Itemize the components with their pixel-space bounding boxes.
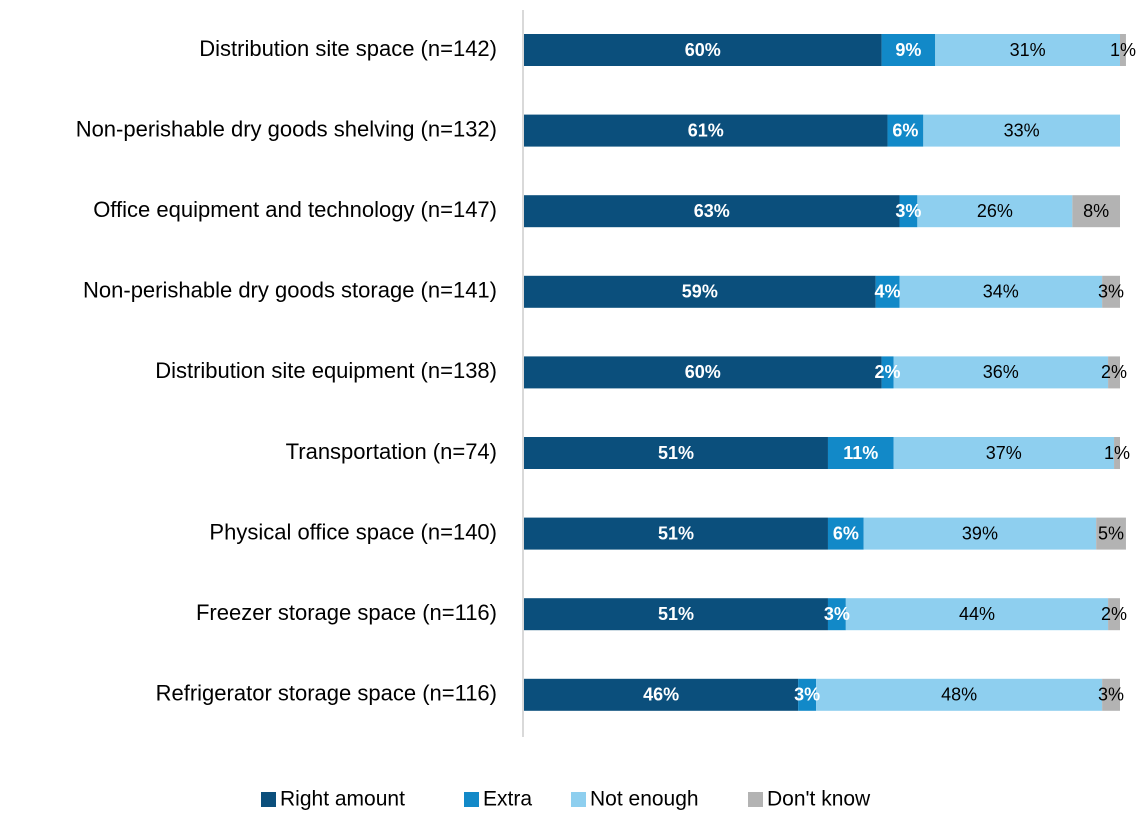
data-label-don-t-know: 3% bbox=[1098, 282, 1124, 302]
legend-label-extra: Extra bbox=[483, 788, 532, 811]
bar-right-amount bbox=[524, 114, 888, 147]
bar-right-amount bbox=[524, 34, 882, 66]
segment-labels: 60% 9% 31% 1% 61% 6% 33% 63% 3% 26% 8% 59% 4% 34% 3% 60… bbox=[643, 40, 1136, 705]
bar-not-enough bbox=[893, 437, 1115, 469]
data-label-right-amount: 51% bbox=[658, 523, 694, 543]
category-label: Distribution site equipment (n=138) bbox=[155, 358, 497, 383]
bar-right-amount bbox=[524, 437, 828, 469]
data-label-right-amount: 51% bbox=[658, 604, 694, 624]
legend-swatch-don-t-know bbox=[748, 792, 763, 807]
category-label: Office equipment and technology (n=147) bbox=[93, 197, 497, 222]
data-label-not-enough: 26% bbox=[977, 201, 1013, 221]
category-label: Distribution site space (n=142) bbox=[199, 36, 497, 61]
data-label-not-enough: 44% bbox=[959, 604, 995, 624]
data-label-right-amount: 61% bbox=[688, 120, 724, 140]
category-label: Refrigerator storage space (n=116) bbox=[156, 681, 497, 706]
data-label-right-amount: 46% bbox=[643, 685, 679, 705]
category-label: Transportation (n=74) bbox=[286, 439, 497, 464]
data-label-right-amount: 60% bbox=[685, 362, 721, 382]
data-label-extra: 3% bbox=[824, 604, 850, 624]
data-label-don-t-know: 8% bbox=[1083, 201, 1109, 221]
bar-don-t-know bbox=[1096, 517, 1126, 550]
category-label: Physical office space (n=140) bbox=[209, 519, 497, 544]
bar-extra bbox=[798, 678, 817, 711]
data-label-extra: 6% bbox=[892, 120, 918, 140]
data-label-not-enough: 34% bbox=[983, 282, 1019, 302]
data-label-right-amount: 63% bbox=[694, 201, 730, 221]
bar-don-t-know bbox=[1108, 356, 1120, 389]
bar-not-enough bbox=[816, 678, 1103, 711]
bar-extra bbox=[827, 598, 846, 631]
bar-not-enough bbox=[917, 195, 1073, 228]
bar-don-t-know bbox=[1102, 275, 1120, 308]
bar-extra bbox=[881, 34, 936, 66]
data-label-extra: 6% bbox=[833, 523, 859, 543]
bar-don-t-know bbox=[1120, 34, 1126, 66]
data-label-don-t-know: 1% bbox=[1104, 443, 1130, 463]
bar-extra bbox=[887, 114, 924, 147]
bar-don-t-know bbox=[1102, 678, 1120, 711]
bar-not-enough bbox=[899, 275, 1103, 308]
legend-label-don-t-know: Don't know bbox=[767, 788, 871, 811]
data-label-extra: 2% bbox=[875, 362, 901, 382]
data-label-extra: 4% bbox=[875, 282, 901, 302]
bar-right-amount bbox=[524, 195, 900, 228]
bar-extra bbox=[881, 356, 894, 389]
bar-not-enough bbox=[923, 114, 1120, 147]
bar-right-amount bbox=[524, 678, 799, 711]
bar-not-enough bbox=[845, 598, 1109, 631]
data-label-extra: 9% bbox=[895, 40, 921, 60]
bar-extra bbox=[827, 517, 864, 550]
bar-extra bbox=[875, 275, 900, 308]
bar-right-amount bbox=[524, 517, 828, 550]
data-label-not-enough: 37% bbox=[986, 443, 1022, 463]
data-label-not-enough: 48% bbox=[941, 685, 977, 705]
legend-swatch-not-enough bbox=[571, 792, 586, 807]
legend: Right amount Extra Not enough Don't know bbox=[261, 788, 871, 811]
data-label-not-enough: 39% bbox=[962, 523, 998, 543]
data-label-not-enough: 31% bbox=[1010, 40, 1046, 60]
bar-don-t-know bbox=[1108, 598, 1120, 631]
bar-not-enough bbox=[935, 34, 1120, 66]
category-label: Non-perishable dry goods shelving (n=132… bbox=[76, 116, 497, 141]
data-label-right-amount: 51% bbox=[658, 443, 694, 463]
bar-extra bbox=[899, 195, 918, 228]
category-label: Freezer storage space (n=116) bbox=[196, 600, 497, 625]
bar-don-t-know bbox=[1072, 195, 1120, 228]
legend-label-not-enough: Not enough bbox=[590, 788, 699, 811]
data-label-don-t-know: 5% bbox=[1098, 523, 1124, 543]
data-label-don-t-know: 1% bbox=[1110, 40, 1136, 60]
bar-right-amount bbox=[524, 598, 828, 631]
bar-extra bbox=[827, 437, 894, 469]
bar-segments bbox=[524, 34, 1126, 711]
data-label-don-t-know: 3% bbox=[1098, 685, 1124, 705]
data-label-right-amount: 60% bbox=[685, 40, 721, 60]
data-label-not-enough: 36% bbox=[983, 362, 1019, 382]
bar-not-enough bbox=[893, 356, 1109, 389]
legend-label-right-amount: Right amount bbox=[280, 788, 405, 811]
bar-right-amount bbox=[524, 275, 876, 308]
data-label-right-amount: 59% bbox=[682, 282, 718, 302]
category-label: Non-perishable dry goods storage (n=141) bbox=[83, 278, 497, 303]
category-labels: Distribution site space (n=142) Non-peris… bbox=[76, 36, 497, 706]
data-label-not-enough: 33% bbox=[1004, 120, 1040, 140]
data-label-don-t-know: 2% bbox=[1101, 362, 1127, 382]
data-label-extra: 3% bbox=[794, 685, 820, 705]
data-label-extra: 11% bbox=[843, 443, 878, 463]
legend-swatch-right-amount bbox=[261, 792, 276, 807]
legend-swatch-extra bbox=[464, 792, 479, 807]
data-label-extra: 3% bbox=[895, 201, 921, 221]
bar-not-enough bbox=[863, 517, 1097, 550]
data-label-don-t-know: 2% bbox=[1101, 604, 1127, 624]
bar-don-t-know bbox=[1114, 437, 1120, 469]
bar-right-amount bbox=[524, 356, 882, 389]
